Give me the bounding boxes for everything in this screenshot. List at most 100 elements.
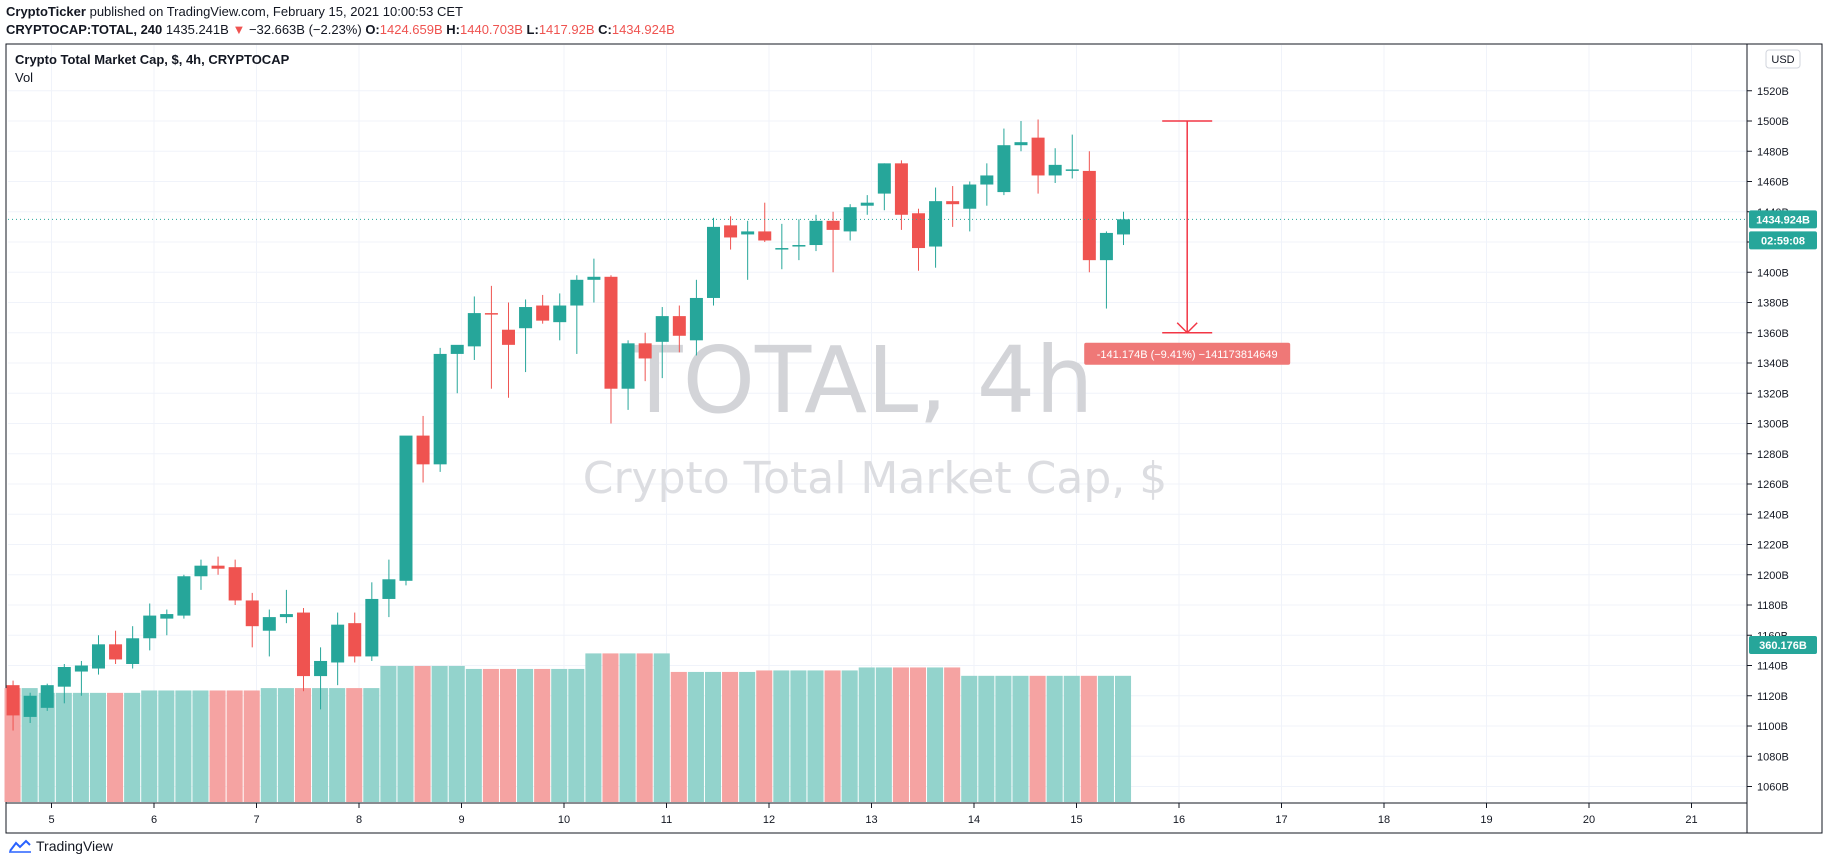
candle-body [553,305,567,323]
volume-bar [55,692,72,802]
candle-body [245,600,259,627]
footer[interactable]: TradingView [8,838,113,854]
time-tick-label: 11 [661,814,672,826]
volume-bar [397,665,414,802]
volume-bar [824,670,841,802]
price-range-measure[interactable]: -141.174B (−9.41%) −141173814649 [1084,120,1291,365]
time-axis[interactable]: 5 6 7 8 9 10 11 12 13 14 15 16 17 18 19 20 21 [48,803,1698,826]
time-tick-label: 13 [865,814,877,826]
volume-bar [448,665,465,802]
candle-body [980,175,994,185]
price-tick-label: 1180B [1757,600,1788,612]
volume-indicator-label[interactable]: Vol [15,70,33,85]
candle-body [91,644,105,669]
measure-label: -141.174B (−9.41%) −141173814649 [1097,349,1278,361]
candle-body [433,353,447,465]
price-tick-label: 1300B [1757,419,1789,431]
volume-bar [739,671,756,802]
volume-bar [107,692,124,802]
candle-body [792,245,806,247]
change-value: −32.663B (−2.23%) [248,22,362,37]
time-tick-label: 5 [48,814,54,826]
volume-bar [978,675,995,802]
candle-body [177,576,191,616]
open-value: 1424.659B [379,22,443,37]
watermark-subtitle: Crypto Total Market Cap, $ [583,453,1168,504]
price-tick-label: 1480B [1757,146,1789,158]
candle-body [57,667,71,687]
volume-bar [875,667,892,802]
time-tick-label: 12 [763,814,775,826]
candle-body [706,226,720,298]
volume-bar [363,688,380,802]
candles [6,119,1131,731]
volume-bar [294,688,312,802]
published-text: published on TradingView.com, February 1… [89,4,463,19]
tradingview-logo-icon [9,839,31,853]
volume-bar [89,692,107,802]
candle-body [382,579,396,599]
candle-body [450,344,464,354]
time-tick-label: 20 [1583,814,1595,826]
candle-body [314,660,328,677]
candle-body [1099,232,1113,261]
price-tick-label: 1220B [1757,540,1789,552]
candle-body [262,617,276,631]
volume-bar [1063,675,1080,802]
candle-body [1082,170,1096,261]
candle-body [348,623,362,657]
watermark-title: TOTAL, 4h [625,327,1093,434]
volume-bar [72,692,89,802]
low-value: 1417.92B [538,22,595,37]
volume-bar [312,688,329,802]
price-tick-label: 1500B [1757,116,1789,128]
candle-body [1014,142,1028,146]
candle-body [194,565,208,577]
volume-bar [807,670,824,802]
price-tick-label: 1200B [1757,570,1789,582]
candle-body [860,202,874,206]
price-tick-label: 1060B [1757,782,1789,794]
time-tick-label: 21 [1685,814,1697,826]
candle-body [1117,219,1131,235]
last-value: 1435.241B [165,22,229,37]
candle-body [826,220,840,230]
candle-body [501,329,515,345]
author-name[interactable]: CryptoTicker [6,4,86,19]
volume-bar [790,670,807,802]
volume-bar [1080,675,1097,802]
candle-body [279,614,293,618]
footer-brand: TradingView [36,838,114,854]
candle-body [399,435,413,581]
price-tick-label: 1140B [1757,661,1788,673]
last-price-badge: 1434.924B [1756,214,1810,226]
candle-body [6,685,20,716]
price-tick-label: 1460B [1757,177,1789,189]
price-tick-label: 1320B [1757,388,1789,400]
time-tick-label: 17 [1275,814,1287,826]
low-label: L: [526,22,539,37]
time-tick-label: 14 [968,814,980,826]
candle-body [1048,164,1062,176]
close-value: 1434.924B [611,22,675,37]
volume-badge: 360.176B [1759,640,1807,652]
candle-body [911,213,925,249]
volume-bar [226,690,243,802]
volume-bar [858,667,875,802]
price-tick-label: 1280B [1757,449,1789,461]
high-value: 1440.703B [460,22,523,37]
high-label: H: [446,22,461,37]
volume-bar [602,653,619,802]
currency-button[interactable]: USD [1765,49,1801,69]
time-tick-label: 9 [458,814,464,826]
candle-body [1031,137,1045,176]
volume-bar [1046,675,1063,802]
measure-label-box [1084,342,1291,365]
candle-body [689,297,703,341]
volume-bar [277,688,294,802]
volume-bar [192,690,209,802]
volume-bar [346,688,363,802]
candle-body [40,685,54,708]
candle-body [211,565,225,569]
